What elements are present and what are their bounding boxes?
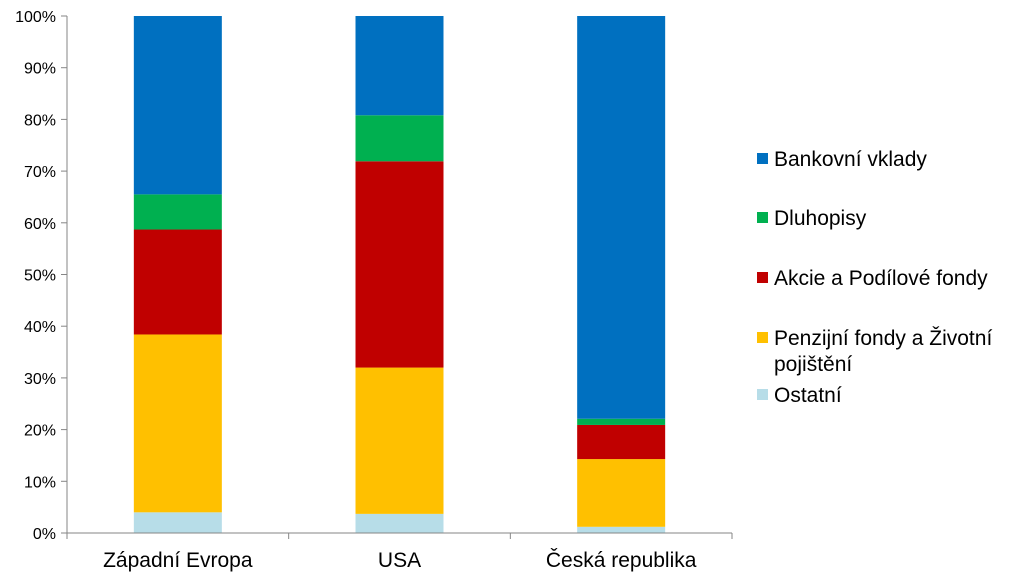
legend-swatch [757, 212, 768, 223]
bars [133, 16, 666, 533]
bar-segment [355, 16, 444, 116]
x-category-label: Západní Evropa [103, 549, 253, 572]
y-tick-label: 80% [24, 112, 56, 129]
legend-label: pojištění [774, 353, 852, 376]
bar-segment [355, 367, 444, 514]
y-tick-label: 60% [24, 216, 56, 233]
legend-swatch [757, 153, 768, 164]
y-axis: 0% 10% 20% 30% 40% 50% 60% 70% 80% 90% 100% [15, 9, 68, 543]
legend-swatch [757, 332, 768, 343]
y-tick-label: 50% [24, 268, 56, 285]
y-tick-label: 70% [24, 164, 56, 181]
legend-label: Akcie a Podílové fondy [774, 267, 988, 290]
legend: Bankovní vklady Dluhopisy Akcie a Podílové… [757, 148, 992, 407]
legend-label: Penzijní fondy a Životní [774, 327, 992, 350]
y-tick-label: 90% [24, 61, 56, 78]
x-category-label: Česká republika [546, 549, 697, 572]
y-tick-label: 20% [24, 423, 56, 440]
y-tick-label: 0% [33, 526, 56, 543]
bar-segment [577, 16, 666, 419]
bar-segment [133, 229, 222, 335]
bar-segment [133, 194, 222, 230]
legend-label: Dluhopisy [774, 207, 867, 230]
bar-segment [133, 334, 222, 513]
legend-label: Bankovní vklady [774, 148, 927, 171]
x-axis: Západní Evropa USA Česká republika [66, 532, 733, 572]
bar-segment [577, 459, 666, 527]
bar-segment [133, 512, 222, 533]
bar-segment [355, 513, 444, 533]
bar-segment [577, 526, 666, 533]
legend-swatch [757, 389, 768, 400]
bar-segment [577, 424, 666, 460]
y-tick-label: 100% [15, 9, 56, 26]
y-tick-label: 40% [24, 319, 56, 336]
bar-segment [355, 115, 444, 162]
bar-segment [577, 418, 666, 425]
y-tick-label: 10% [24, 474, 56, 491]
bar-segment [355, 161, 444, 368]
y-tick-label: 30% [24, 371, 56, 388]
legend-swatch [757, 272, 768, 283]
x-category-label: USA [378, 549, 421, 572]
legend-label: Ostatní [774, 384, 842, 407]
bar-segment [133, 16, 222, 195]
